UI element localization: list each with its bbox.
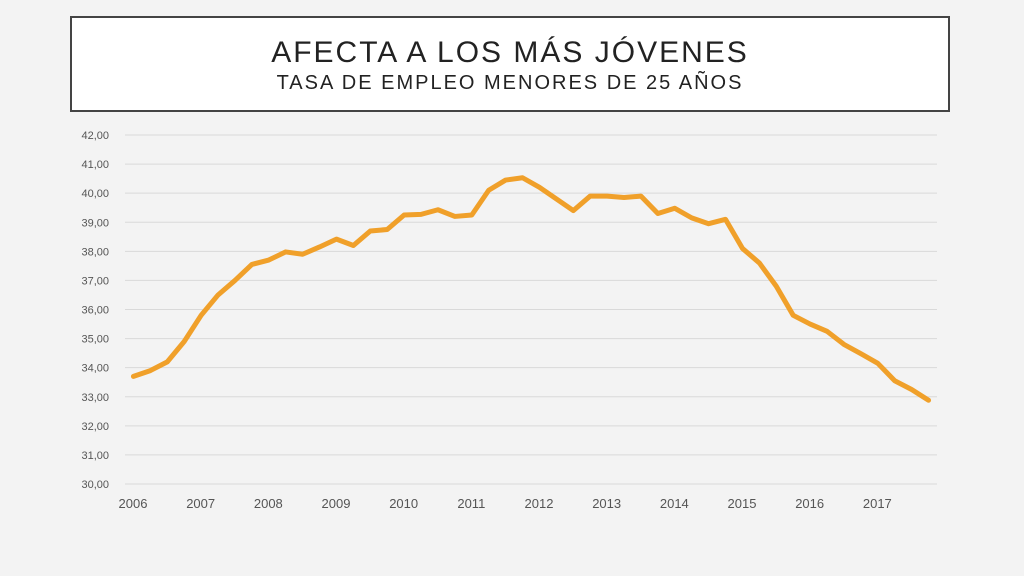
x-tick-label: 2010	[389, 496, 418, 511]
y-tick-label: 30,00	[81, 479, 109, 491]
data-point	[317, 244, 322, 249]
data-point	[452, 214, 457, 219]
data-point	[486, 188, 491, 193]
y-tick-label: 31,00	[81, 450, 109, 462]
data-point	[232, 278, 237, 283]
x-tick-label: 2015	[728, 496, 757, 511]
data-point	[672, 206, 677, 211]
data-point	[774, 284, 779, 289]
x-tick-label: 2011	[457, 496, 485, 511]
y-tick-label: 41,00	[81, 159, 109, 171]
data-point	[435, 207, 440, 212]
data-point	[368, 228, 373, 233]
data-point	[605, 194, 610, 199]
data-point	[249, 262, 254, 267]
series-layer	[130, 175, 932, 403]
y-tick-label: 39,00	[81, 217, 109, 229]
data-point	[706, 221, 711, 226]
x-tick-label: 2007	[186, 496, 215, 511]
y-tick-label: 42,00	[81, 130, 109, 142]
series-line	[130, 175, 932, 403]
data-point	[723, 217, 728, 222]
data-point	[808, 322, 813, 327]
data-point	[182, 339, 187, 344]
y-tick-label: 32,00	[81, 421, 109, 433]
data-point	[825, 329, 830, 334]
data-point	[791, 313, 796, 318]
data-point	[909, 387, 914, 392]
data-point	[131, 374, 136, 379]
x-tick-label: 2012	[525, 496, 554, 511]
y-tick-label: 36,00	[81, 305, 109, 317]
x-tick-label: 2013	[592, 496, 621, 511]
data-point	[588, 194, 593, 199]
data-point	[571, 208, 576, 213]
data-point	[689, 215, 694, 220]
x-tick-label: 2006	[119, 496, 148, 511]
data-point	[503, 178, 508, 183]
data-point	[351, 243, 356, 248]
x-tick-label: 2008	[254, 496, 283, 511]
data-point	[537, 185, 542, 190]
data-point	[165, 359, 170, 364]
data-point	[740, 246, 745, 251]
data-point	[300, 252, 305, 257]
data-point	[638, 194, 643, 199]
data-point	[892, 378, 897, 383]
x-tick-label: 2017	[863, 496, 892, 511]
data-point	[926, 398, 931, 403]
x-axis-ticks: 2006 2007 2008 2009 2010 2011 2012 2013 2014 2015…	[119, 496, 892, 511]
title-box: AFECTA A LOS MÁS JÓVENES TASA DE EMPLEO …	[70, 16, 950, 112]
data-point	[622, 195, 627, 200]
y-tick-label: 35,00	[81, 334, 109, 346]
x-tick-label: 2009	[322, 496, 351, 511]
y-tick-label: 33,00	[81, 392, 109, 404]
data-point	[554, 196, 559, 201]
y-axis-ticks: 30,00 31,00 32,00 33,00 34,00 35,00 36,00 37,00…	[81, 130, 109, 491]
data-point	[469, 212, 474, 217]
data-point	[216, 292, 221, 297]
data-point	[757, 260, 762, 265]
data-point	[655, 211, 660, 216]
data-point	[385, 227, 390, 232]
data-point	[283, 249, 288, 254]
data-point	[520, 175, 525, 180]
data-point	[402, 212, 407, 217]
data-point	[858, 351, 863, 356]
page-title: AFECTA A LOS MÁS JÓVENES	[271, 36, 749, 69]
x-tick-label: 2016	[795, 496, 824, 511]
data-point	[841, 342, 846, 347]
page-subtitle: TASA DE EMPLEO MENORES DE 25 AÑOS	[276, 72, 744, 94]
x-tick-label: 2014	[660, 496, 689, 511]
data-point	[199, 313, 204, 318]
data-point	[266, 258, 271, 263]
data-point	[875, 361, 880, 366]
data-point	[334, 237, 339, 242]
data-point	[148, 368, 153, 373]
y-tick-label: 38,00	[81, 246, 109, 258]
y-tick-label: 34,00	[81, 363, 109, 375]
y-tick-label: 37,00	[81, 275, 109, 287]
data-point	[419, 212, 424, 217]
y-tick-label: 40,00	[81, 188, 109, 200]
grid-layer	[125, 134, 937, 485]
